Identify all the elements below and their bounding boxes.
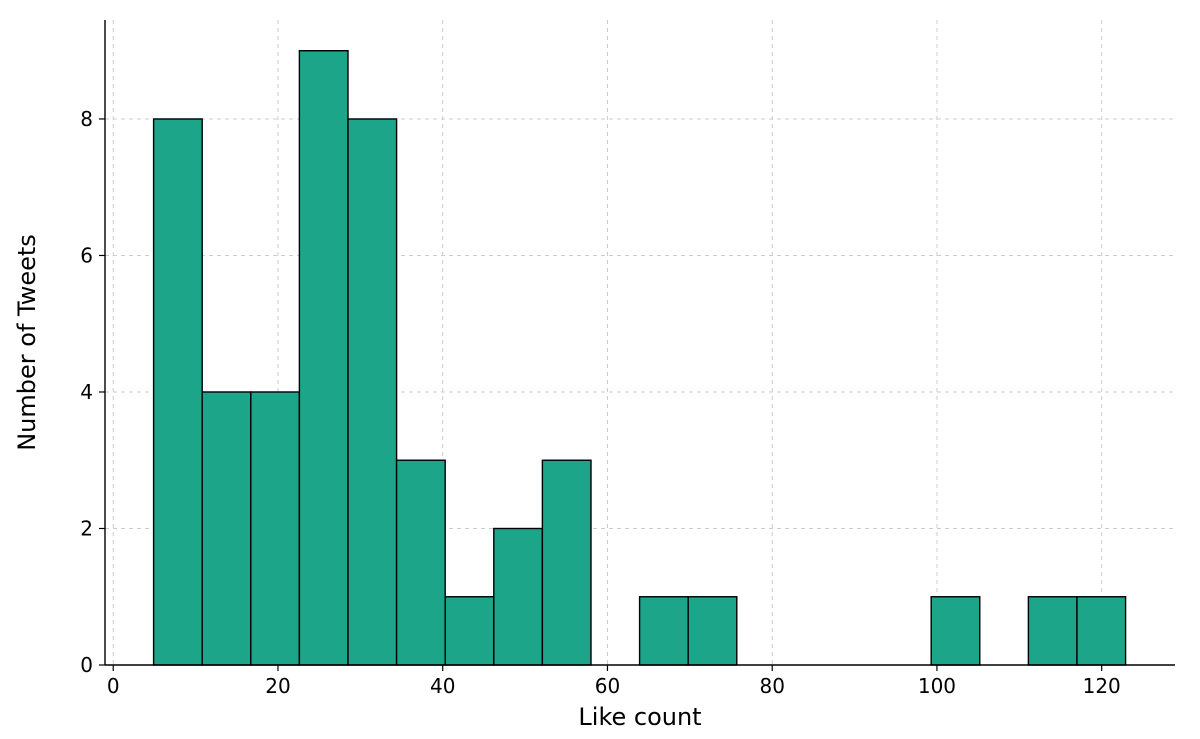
y-tick-label: 8 bbox=[80, 107, 93, 131]
x-tick-label: 40 bbox=[430, 674, 455, 698]
histogram-bar bbox=[931, 597, 980, 665]
histogram-bar bbox=[640, 597, 689, 665]
x-tick-label: 20 bbox=[265, 674, 290, 698]
chart-svg: 0 20 40 60 80 100 120 0 2 4 6 8 Like count Number of … bbox=[0, 0, 1200, 739]
y-tick-label: 4 bbox=[80, 380, 93, 404]
x-tick-label: 120 bbox=[1083, 674, 1121, 698]
histogram-bar bbox=[397, 460, 446, 665]
histogram-bar bbox=[1028, 597, 1077, 665]
histogram-bar bbox=[202, 392, 251, 665]
x-axis-label: Like count bbox=[578, 703, 701, 731]
histogram-bar bbox=[1077, 597, 1126, 665]
histogram-bar bbox=[348, 119, 397, 665]
histogram-bar bbox=[445, 597, 494, 665]
histogram-bar bbox=[154, 119, 203, 665]
histogram-bar bbox=[688, 597, 737, 665]
y-tick-label: 6 bbox=[80, 243, 93, 267]
y-tick-label: 0 bbox=[80, 653, 93, 677]
x-tick-label: 80 bbox=[759, 674, 784, 698]
y-tick-label: 2 bbox=[80, 516, 93, 540]
histogram-bar bbox=[251, 392, 300, 665]
x-tick-label: 60 bbox=[595, 674, 620, 698]
histogram-bar bbox=[542, 460, 591, 665]
histogram-chart: 0 20 40 60 80 100 120 0 2 4 6 8 Like count Number of … bbox=[0, 0, 1200, 739]
histogram-bar bbox=[299, 51, 348, 665]
x-tick-label: 0 bbox=[107, 674, 120, 698]
y-axis-label: Number of Tweets bbox=[13, 234, 41, 451]
x-tick-label: 100 bbox=[918, 674, 956, 698]
histogram-bar bbox=[494, 528, 543, 665]
